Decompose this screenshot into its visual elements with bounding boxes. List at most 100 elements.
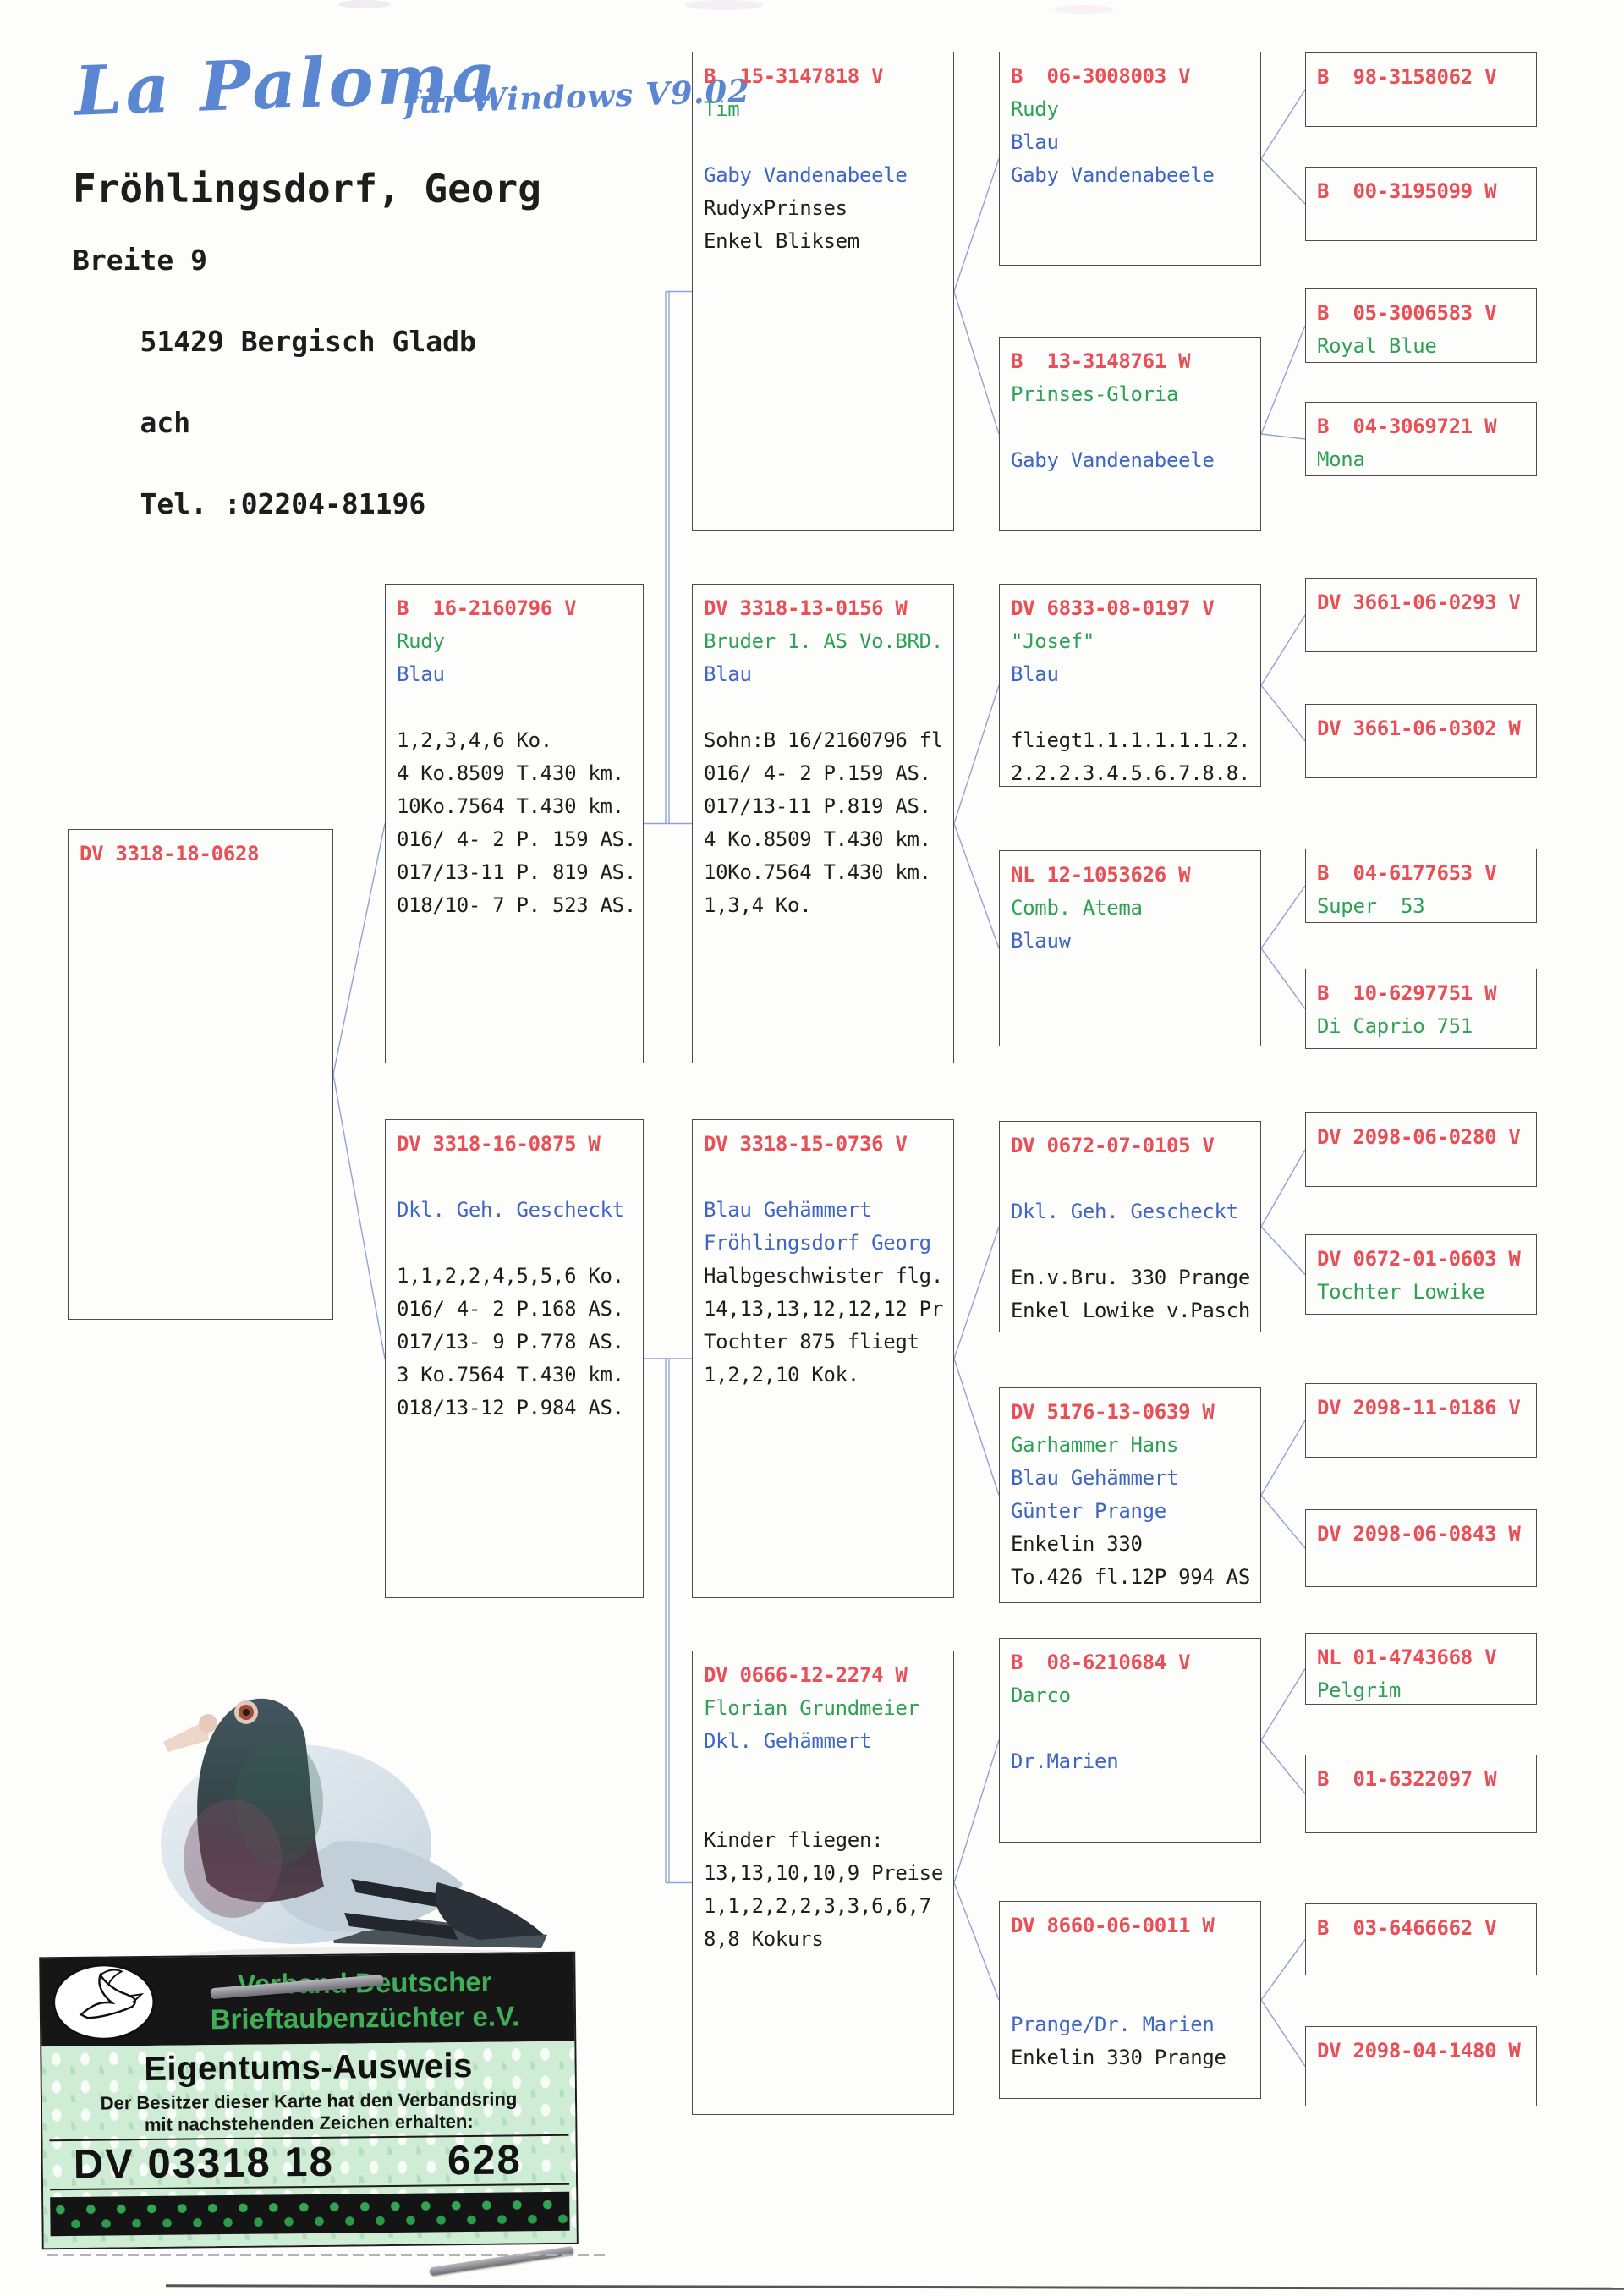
box-line: Tochter Lowike: [1317, 1280, 1485, 1304]
certificate-title: Eigentums-Ausweis: [144, 2046, 474, 2089]
org-name-line-2: Brieftaubenzüchter e.V.: [210, 2000, 520, 2035]
pedigree-box-b03: B 03-6466662 V: [1305, 1903, 1537, 1975]
box-line: Tim: [704, 97, 740, 121]
pedigree-box-b08: B 08-6210684 V Darco Dr.Marien: [999, 1638, 1261, 1843]
organization-name: Verband Deutscher Brieftaubenzüchter e.V…: [167, 1964, 562, 2037]
pedigree-box-dv0875: DV 3318-16-0875 W Dkl. Geh. Gescheckt 1,…: [385, 1119, 644, 1598]
box-line: [704, 126, 946, 159]
box-line: Pelgrim: [1317, 1678, 1402, 1702]
box-line: Florian Grundmeier: [704, 1696, 919, 1720]
box-line: [1011, 1942, 1254, 1975]
pedigree-box-dv1480: DV 2098-04-1480 W: [1305, 2026, 1537, 2106]
box-line: [1011, 411, 1254, 444]
box-line: Enkel Bliksem: [704, 229, 859, 253]
box-line: 1,1,2,2,2,3,3,6,6,7: [704, 1894, 931, 1918]
card-cut-edge: [47, 2254, 607, 2256]
box-line: Enkelin 330 Prange: [1011, 2046, 1226, 2069]
box-line: Di Caprio 751: [1317, 1014, 1473, 1038]
box-line: Dr.Marien: [1011, 1749, 1119, 1773]
pedigree-box-b13: B 13-3148761 W Prinses-Gloria Gaby Vanden…: [999, 337, 1261, 531]
ring-number: DV 0672-01-0603 W: [1317, 1247, 1521, 1271]
ring-number: B 00-3195099 W: [1317, 179, 1497, 203]
pedigree-box-dv0672_07: DV 0672-07-0105 V Dkl. Geh. Gescheckt En…: [999, 1121, 1261, 1332]
scan-smudge: [338, 0, 391, 8]
ring-number: DV 5176-13-0639 W: [1011, 1400, 1215, 1424]
box-line: [704, 691, 946, 724]
ring-number: B 10-6297751 W: [1317, 981, 1497, 1005]
pedigree-box-dv0603: DV 0672-01-0603 W Tochter Lowike: [1305, 1234, 1537, 1315]
box-line: 017/13- 9 P.778 AS.: [397, 1330, 624, 1354]
box-line: [397, 1161, 636, 1194]
ring-number: B 01-6322097 W: [1317, 1767, 1497, 1791]
ownership-certificate: Verband Deutscher Brieftaubenzüchter e.V…: [39, 1951, 579, 2277]
box-line: 016/ 4- 2 P.159 AS.: [704, 761, 931, 785]
pedigree-box-b04m: B 04-3069721 W Mona: [1305, 402, 1537, 476]
pedigree-box-dv0666: DV 0666-12-2274 W Florian Grundmeier Dkl. …: [692, 1651, 954, 2115]
box-line: Dkl. Gehämmert: [704, 1729, 872, 1753]
pedigree-box-b04s: B 04-6177653 V Super 53: [1305, 849, 1537, 923]
box-line: Comb. Atema: [1011, 896, 1143, 920]
box-line: 10Ko.7564 T.430 km.: [704, 860, 931, 884]
dove-logo-icon: [52, 1964, 156, 2041]
pedigree-box-dv6833: DV 6833-08-0197 V "Josef" Blau fliegt1.1.1…: [999, 584, 1261, 787]
box-line: Dkl. Geh. Gescheckt: [1011, 1200, 1238, 1223]
box-line: 1,2,2,10 Kok.: [704, 1363, 859, 1387]
box-line: [1011, 1975, 1254, 2008]
box-line: Fröhlingsdorf Georg: [704, 1231, 931, 1255]
box-line: Enkel Lowike v.Pasch: [1011, 1299, 1250, 1322]
ring-number: B 04-6177653 V: [1317, 861, 1497, 885]
box-line: Rudy: [397, 629, 445, 653]
box-line: Garhammer Hans: [1011, 1433, 1179, 1457]
ring-number: NL 12-1053626 W: [1011, 863, 1191, 887]
ring-number: B 98-3158062 V: [1317, 65, 1497, 89]
box-line: Gaby Vandenabeele: [1011, 448, 1215, 472]
breeder-address: Breite 9 51429 Bergisch Gladb ach Tel. :…: [73, 240, 476, 525]
box-line: "Josef": [1011, 629, 1095, 653]
box-line: Blau: [1011, 130, 1059, 154]
scan-smudge: [1054, 5, 1113, 14]
box-line: Mona: [1317, 448, 1365, 471]
box-line: Royal Blue: [1317, 334, 1437, 358]
box-line: Super 53: [1317, 894, 1425, 918]
pedigree-box-b01: B 01-6322097 W: [1305, 1755, 1537, 1833]
box-line: 017/13-11 P. 819 AS.: [397, 860, 636, 884]
box-line: [704, 1791, 946, 1824]
certificate-subtitle-line-2: mit nachstehenden Zeichen erhalten:: [144, 2110, 474, 2136]
box-line: [397, 1227, 636, 1260]
address-line-1: Breite 9: [73, 244, 207, 277]
pedigree-box-dv3661b: DV 3661-06-0302 W: [1305, 704, 1537, 778]
box-line: [704, 1161, 946, 1194]
scan-smudge: [685, 0, 763, 10]
box-line: [1011, 691, 1254, 724]
ring-number: B 16-2160796 V: [397, 596, 577, 620]
box-line: Enkelin 330: [1011, 1532, 1143, 1556]
pedigree-box-b98: B 98-3158062 V: [1305, 52, 1537, 127]
ring-number: DV 3318-15-0736 V: [704, 1132, 908, 1156]
pedigree-box-b06: B 06-3008003 V Rudy Blau Gaby Vandenabeele: [999, 52, 1261, 266]
box-line: Blau: [1011, 662, 1059, 686]
pedigree-box-dv2098c: DV 2098-06-0843 W: [1305, 1509, 1537, 1587]
box-line: En.v.Bru. 330 Prange: [1011, 1266, 1250, 1289]
pedigree-box-dv2098a: DV 2098-06-0280 V: [1305, 1112, 1537, 1187]
box-line: [397, 691, 636, 724]
ring-number: B 05-3006583 V: [1317, 301, 1497, 325]
certificate-header-band: Verband Deutscher Brieftaubenzüchter e.V…: [41, 1953, 575, 2047]
pedigree-box-dv2098b: DV 2098-11-0186 V: [1305, 1383, 1537, 1458]
ornament-band: [50, 2191, 570, 2237]
box-line: 3 Ko.7564 T.430 km.: [397, 1363, 624, 1387]
box-line: Prinses-Gloria: [1011, 382, 1179, 406]
ring-number: DV 3661-06-0293 V: [1317, 590, 1521, 614]
box-line: Blau: [397, 662, 445, 686]
address-line-4: Tel. :02204-81196: [140, 487, 426, 520]
box-line: 017/13-11 P.819 AS.: [704, 794, 931, 818]
box-line: To.426 fl.12P 994 AS: [1011, 1565, 1250, 1589]
box-line: 1,2,3,4,6 Ko.: [397, 728, 552, 752]
ring-number: DV 3661-06-0302 W: [1317, 717, 1521, 740]
box-line: 14,13,13,12,12,12 Pr: [704, 1297, 943, 1321]
box-line: [704, 1758, 946, 1791]
pedigree-box-dv0156: DV 3318-13-0156 W Bruder 1. AS Vo.BRD. Bla…: [692, 584, 954, 1063]
ring-number-right: 628: [447, 2137, 523, 2184]
ring-number: DV 0666-12-2274 W: [704, 1663, 908, 1687]
box-line: fliegt1.1.1.1.1.1.2.: [1011, 728, 1250, 752]
